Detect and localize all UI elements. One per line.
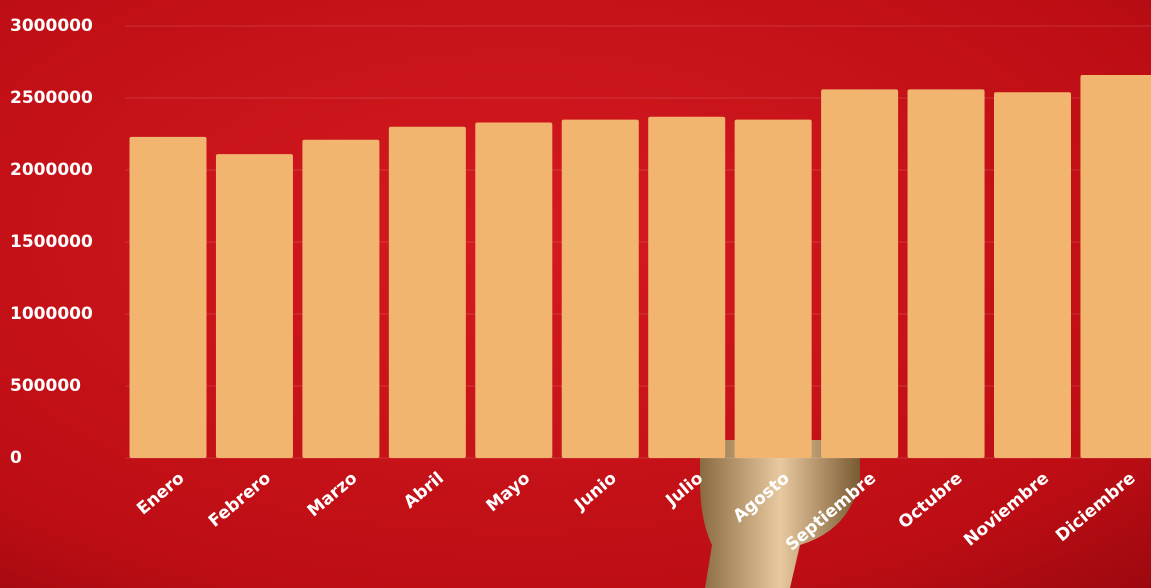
y-tick-label: 1000000 [10, 304, 93, 324]
bar [648, 116, 726, 458]
y-tick-label: 0 [10, 448, 22, 468]
y-tick-label: 2000000 [10, 160, 93, 180]
fork-decoration [700, 440, 860, 588]
bar [734, 119, 812, 458]
bar [475, 122, 553, 458]
bar [215, 154, 293, 458]
bar [561, 119, 639, 458]
y-tick-label: 1500000 [10, 232, 93, 252]
bar [821, 89, 899, 459]
y-tick-label: 2500000 [10, 88, 93, 108]
bar [1080, 74, 1151, 458]
bar [129, 136, 207, 458]
y-tick-label: 500000 [10, 376, 81, 396]
bar [302, 139, 380, 458]
bar [907, 89, 985, 459]
bar [388, 126, 466, 459]
bar [994, 92, 1071, 459]
y-tick-label: 3000000 [10, 16, 93, 36]
